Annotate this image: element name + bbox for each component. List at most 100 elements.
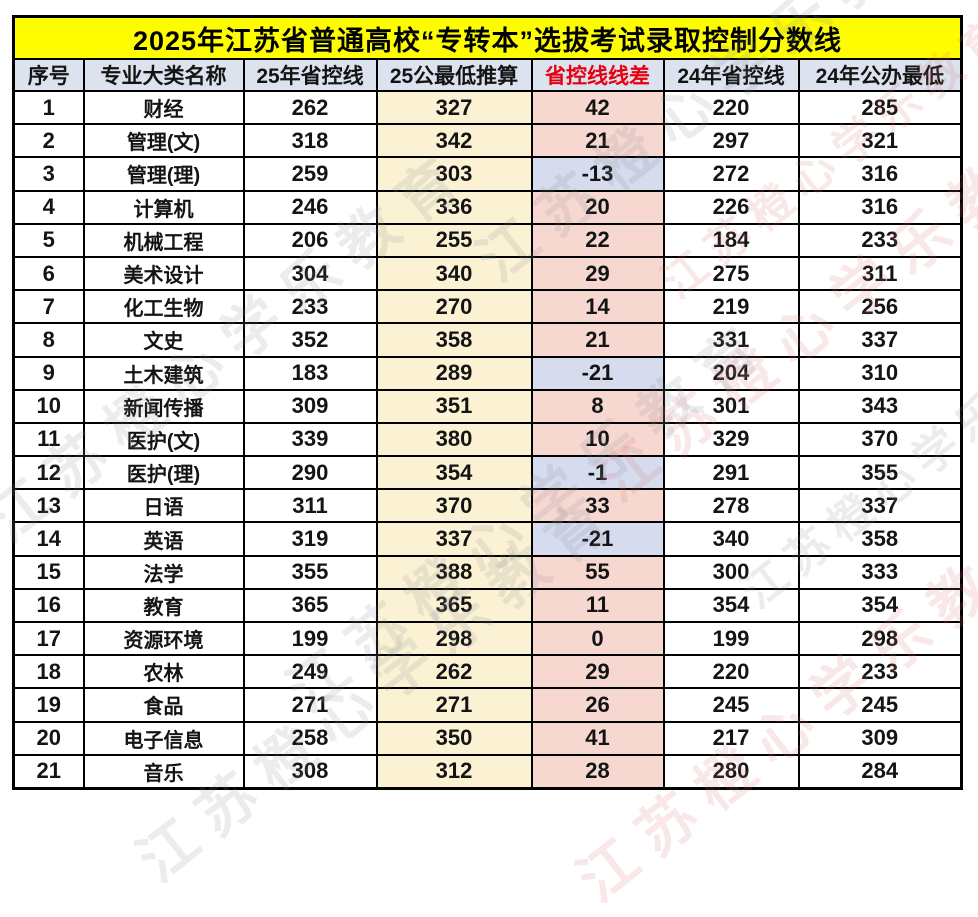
cell-public-min-2024: 321	[797, 123, 963, 159]
cell-line-diff: 29	[530, 654, 665, 690]
cell-public-min-2024: 284	[797, 753, 963, 790]
cell-line-2025: 183	[242, 355, 378, 391]
cell-line-2024: 331	[662, 322, 800, 358]
cell-public-min-2024: 358	[797, 521, 963, 557]
cell-major-name: 音乐	[82, 753, 245, 790]
cell-line-2024: 275	[662, 255, 800, 292]
cell-line-2024: 217	[662, 720, 800, 756]
cell-line-diff: 55	[530, 554, 665, 590]
cell-major-name: 日语	[82, 488, 245, 524]
cell-public-min-2024: 337	[797, 488, 963, 524]
score-table: 2025年江苏省普通高校“专转本”选拔考试录取控制分数线 序号 专业大类名称 25年…	[12, 15, 964, 790]
cell-major-name: 农林	[82, 654, 245, 690]
cell-line-2024: 204	[662, 355, 800, 391]
cell-line-diff: 41	[530, 720, 665, 756]
cell-no: 13	[12, 488, 85, 524]
cell-line-diff: -21	[530, 521, 665, 557]
cell-line-diff: 21	[530, 123, 665, 159]
table-row: 21 音乐 308 312 28 280 284	[12, 753, 963, 790]
col-header-line-2024: 24年省控线	[662, 58, 800, 92]
cell-line-diff: 0	[530, 620, 665, 657]
cell-line-2024: 199	[662, 620, 800, 657]
cell-public-min-2024: 233	[797, 654, 963, 690]
column-header-row: 序号 专业大类名称 25年省控线 25公最低推算 省控线线差 24年省控线 24年公办最低	[12, 58, 963, 92]
cell-public-min-est-2025: 342	[375, 123, 533, 159]
col-header-line-2025: 25年省控线	[242, 58, 378, 92]
cell-no: 9	[12, 355, 85, 391]
cell-line-2025: 309	[242, 388, 378, 424]
cell-public-min-est-2025: 370	[375, 488, 533, 524]
cell-line-2024: 245	[662, 687, 800, 723]
cell-no: 20	[12, 720, 85, 756]
cell-line-2025: 308	[242, 753, 378, 790]
cell-major-name: 法学	[82, 554, 245, 590]
cell-line-2025: 271	[242, 687, 378, 723]
cell-public-min-2024: 311	[797, 255, 963, 292]
table-row: 11 医护(文) 339 380 10 329 370	[12, 421, 963, 458]
cell-line-2024: 278	[662, 488, 800, 524]
cell-line-diff: 42	[530, 89, 665, 126]
cell-no: 12	[12, 455, 85, 491]
cell-public-min-est-2025: 312	[375, 753, 533, 790]
cell-line-2025: 304	[242, 255, 378, 292]
cell-no: 14	[12, 521, 85, 557]
table-row: 19 食品 271 271 26 245 245	[12, 687, 963, 723]
cell-line-diff: 33	[530, 488, 665, 524]
cell-line-diff: 21	[530, 322, 665, 358]
table-row: 18 农林 249 262 29 220 233	[12, 654, 963, 690]
cell-line-2024: 301	[662, 388, 800, 424]
score-table-container: 2025年江苏省普通高校“专转本”选拔考试录取控制分数线 序号 专业大类名称 25年…	[12, 15, 964, 790]
table-row: 15 法学 355 388 55 300 333	[12, 554, 963, 590]
cell-no: 1	[12, 89, 85, 126]
cell-line-diff: -13	[530, 156, 665, 192]
table-row: 13 日语 311 370 33 278 337	[12, 488, 963, 524]
table-row: 17 资源环境 199 298 0 199 298	[12, 620, 963, 657]
cell-public-min-2024: 333	[797, 554, 963, 590]
cell-no: 4	[12, 189, 85, 225]
table-row: 14 英语 319 337 -21 340 358	[12, 521, 963, 557]
cell-no: 15	[12, 554, 85, 590]
cell-public-min-est-2025: 289	[375, 355, 533, 391]
cell-public-min-est-2025: 365	[375, 587, 533, 624]
cell-line-2025: 352	[242, 322, 378, 358]
cell-line-2025: 319	[242, 521, 378, 557]
cell-public-min-est-2025: 358	[375, 322, 533, 358]
cell-major-name: 电子信息	[82, 720, 245, 756]
table-row: 16 教育 365 365 11 354 354	[12, 587, 963, 624]
cell-no: 3	[12, 156, 85, 192]
cell-line-2025: 206	[242, 222, 378, 258]
cell-line-diff: 22	[530, 222, 665, 258]
cell-no: 8	[12, 322, 85, 358]
cell-major-name: 医护(文)	[82, 421, 245, 458]
table-row: 9 土木建筑 183 289 -21 204 310	[12, 355, 963, 391]
table-row: 5 机械工程 206 255 22 184 233	[12, 222, 963, 258]
cell-no: 6	[12, 255, 85, 292]
cell-public-min-2024: 309	[797, 720, 963, 756]
cell-major-name: 文史	[82, 322, 245, 358]
cell-line-2024: 272	[662, 156, 800, 192]
cell-line-2024: 280	[662, 753, 800, 790]
cell-no: 18	[12, 654, 85, 690]
cell-major-name: 英语	[82, 521, 245, 557]
cell-line-2024: 354	[662, 587, 800, 624]
cell-no: 7	[12, 289, 85, 325]
cell-public-min-2024: 370	[797, 421, 963, 458]
cell-line-2025: 199	[242, 620, 378, 657]
cell-public-min-est-2025: 388	[375, 554, 533, 590]
cell-line-2025: 262	[242, 89, 378, 126]
table-row: 7 化工生物 233 270 14 219 256	[12, 289, 963, 325]
cell-line-2024: 220	[662, 89, 800, 126]
table-row: 1 财经 262 327 42 220 285	[12, 89, 963, 126]
cell-no: 16	[12, 587, 85, 624]
cell-line-2025: 246	[242, 189, 378, 225]
cell-major-name: 教育	[82, 587, 245, 624]
table-row: 6 美术设计 304 340 29 275 311	[12, 255, 963, 292]
table-row: 3 管理(理) 259 303 -13 272 316	[12, 156, 963, 192]
cell-public-min-2024: 233	[797, 222, 963, 258]
col-header-major-name: 专业大类名称	[82, 58, 245, 92]
cell-no: 17	[12, 620, 85, 657]
cell-no: 5	[12, 222, 85, 258]
cell-public-min-est-2025: 350	[375, 720, 533, 756]
table-row: 20 电子信息 258 350 41 217 309	[12, 720, 963, 756]
cell-public-min-est-2025: 303	[375, 156, 533, 192]
